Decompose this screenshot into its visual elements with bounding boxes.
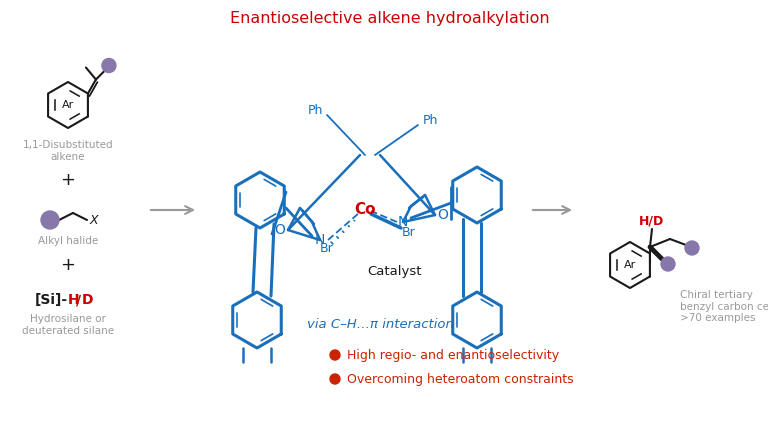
Text: Ph: Ph (422, 114, 438, 126)
Text: /: / (76, 293, 81, 307)
Circle shape (661, 257, 675, 271)
Text: Enantioselective alkene hydroalkylation: Enantioselective alkene hydroalkylation (230, 11, 550, 25)
Text: via C–H…π interaction: via C–H…π interaction (306, 318, 453, 332)
Text: Ph: Ph (307, 103, 323, 117)
Circle shape (102, 59, 116, 73)
Text: N: N (398, 215, 408, 229)
Text: +: + (61, 256, 75, 274)
Text: +: + (61, 171, 75, 189)
Text: Co: Co (354, 203, 376, 218)
Text: Chiral tertiary
benzyl carbon centre
>70 examples: Chiral tertiary benzyl carbon centre >70… (680, 290, 768, 323)
Circle shape (41, 211, 59, 229)
Text: Catalyst: Catalyst (368, 265, 422, 279)
Text: Hydrosilane or
deuterated silane: Hydrosilane or deuterated silane (22, 314, 114, 336)
Text: Ar: Ar (62, 100, 74, 110)
Text: H/D: H/D (640, 215, 664, 228)
Text: D: D (82, 293, 94, 307)
Text: H: H (68, 293, 80, 307)
Text: Overcoming heteroatom constraints: Overcoming heteroatom constraints (347, 373, 574, 385)
Text: O: O (275, 223, 286, 237)
Text: O: O (438, 208, 449, 222)
Text: N: N (315, 233, 325, 247)
Circle shape (685, 241, 699, 255)
Text: High regio- and enantioselectivity: High regio- and enantioselectivity (347, 349, 559, 362)
Text: [Si]-: [Si]- (35, 293, 68, 307)
Text: 1,1-Disubstituted
alkene: 1,1-Disubstituted alkene (23, 140, 114, 162)
Text: Ar: Ar (624, 260, 636, 270)
Text: Br: Br (402, 226, 416, 238)
Text: X: X (90, 214, 98, 226)
Circle shape (330, 374, 340, 384)
Text: Br: Br (320, 242, 334, 254)
Text: Alkyl halide: Alkyl halide (38, 236, 98, 246)
Circle shape (330, 350, 340, 360)
